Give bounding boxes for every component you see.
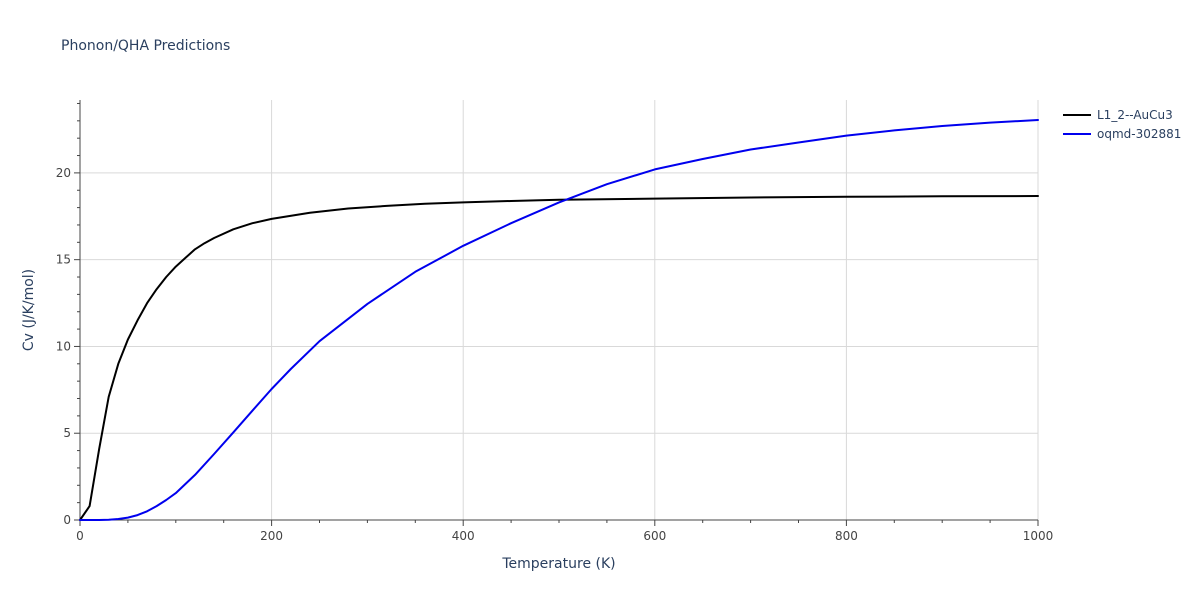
x-tick-label: 0 [76, 529, 84, 543]
x-tick-label: 800 [835, 529, 858, 543]
y-tick-label: 20 [56, 166, 71, 180]
legend-label: oqmd-302881 [1097, 127, 1181, 141]
x-tick-label: 200 [260, 529, 283, 543]
y-axis-title: Cv (J/K/mol) [21, 269, 37, 351]
x-tick-label: 1000 [1023, 529, 1054, 543]
y-tick-label: 0 [63, 513, 71, 527]
y-tick-label: 15 [56, 253, 71, 267]
legend-item-1[interactable]: L1_2--AuCu3 [1063, 108, 1173, 122]
series-group [79, 119, 1039, 521]
legend[interactable]: L1_2--AuCu3 oqmd-302881 [1063, 108, 1181, 141]
axes: 0 200 400 600 800 1000 0 5 10 15 20 [56, 100, 1054, 543]
grid [80, 100, 1039, 520]
legend-label: L1_2--AuCu3 [1097, 108, 1173, 122]
x-tick-label: 600 [643, 529, 666, 543]
x-tick-label: 400 [452, 529, 475, 543]
series-line-1[interactable] [79, 195, 1039, 521]
y-tick-label: 10 [56, 339, 71, 353]
x-axis-title: Temperature (K) [501, 556, 615, 572]
y-tick-label: 5 [63, 426, 71, 440]
legend-item-2[interactable]: oqmd-302881 [1063, 127, 1181, 141]
chart-title: Phonon/QHA Predictions [61, 38, 230, 54]
series-line-2[interactable] [79, 119, 1039, 521]
